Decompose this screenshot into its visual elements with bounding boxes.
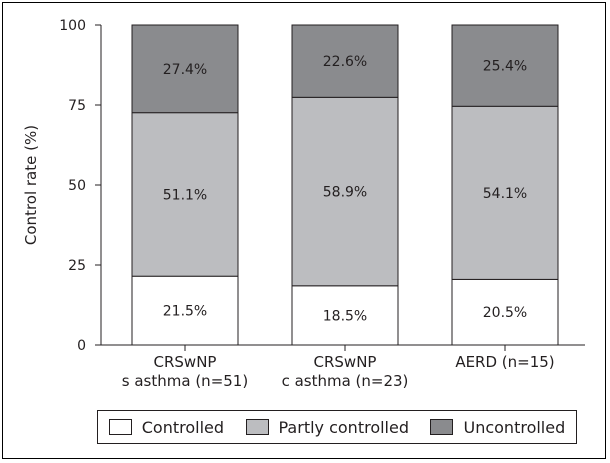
legend-label-controlled: Controlled <box>141 417 225 437</box>
y-tick-label-0: 0 <box>77 338 86 354</box>
y-tick-label-75: 75 <box>68 98 86 114</box>
x-tick-label-1-line-2: s asthma (n=51) <box>122 372 248 390</box>
data-label-uncontrolled-3: 25.4% <box>483 59 527 75</box>
data-label-partly-controlled-3: 54.1% <box>483 186 527 202</box>
bar-uncontrolled-1 <box>131 24 239 114</box>
bar-partly-controlled-2 <box>291 96 399 287</box>
y-tick-label-25: 25 <box>68 258 86 274</box>
data-label-uncontrolled-1: 27.4% <box>163 62 207 78</box>
legend-swatch-uncontrolled <box>430 419 454 435</box>
data-label-partly-controlled-1: 51.1% <box>163 187 207 203</box>
bar-controlled-1 <box>131 275 239 346</box>
y-tick-label-100: 100 <box>59 18 86 34</box>
legend-item-uncontrolled: Uncontrolled <box>430 418 565 437</box>
stacked-bar-chart: 21.5% 51.1% 27.4% 18.5% 58.9% 22.6% 20.5% 54.1%… <box>22 18 585 390</box>
legend: Controlled Partly controlled Uncontrolle… <box>97 410 577 444</box>
data-label-uncontrolled-2: 22.6% <box>323 54 367 70</box>
legend-label-uncontrolled: Uncontrolled <box>463 417 566 437</box>
legend-swatch-controlled <box>108 419 132 435</box>
legend-item-partly-controlled: Partly controlled <box>245 417 410 437</box>
x-tick-label-3-line-1: AERD (n=15) <box>455 353 554 371</box>
x-tick-label-2-line-2: c asthma (n=23) <box>282 372 409 390</box>
data-label-controlled-1: 21.5% <box>163 304 207 320</box>
y-tick-label-50: 50 <box>68 178 86 194</box>
x-tick-label-1-line-1: CRSwNP <box>154 353 217 371</box>
bar-uncontrolled-3 <box>451 24 559 107</box>
data-label-controlled-3: 20.5% <box>483 305 527 321</box>
data-label-controlled-2: 18.5% <box>323 308 367 324</box>
bar-partly-controlled-3 <box>451 105 559 280</box>
legend-label-partly-controlled: Partly controlled <box>278 417 410 437</box>
bar-controlled-2 <box>291 285 399 346</box>
bar-controlled-3 <box>451 278 559 346</box>
data-label-partly-controlled-2: 58.9% <box>323 185 367 201</box>
legend-item-controlled: Controlled <box>108 417 225 437</box>
y-axis-title: Control rate (%) <box>22 125 40 245</box>
legend-swatch-partly-controlled <box>245 419 269 435</box>
bar-uncontrolled-2 <box>291 24 399 98</box>
x-tick-label-2-line-1: CRSwNP <box>314 353 377 371</box>
